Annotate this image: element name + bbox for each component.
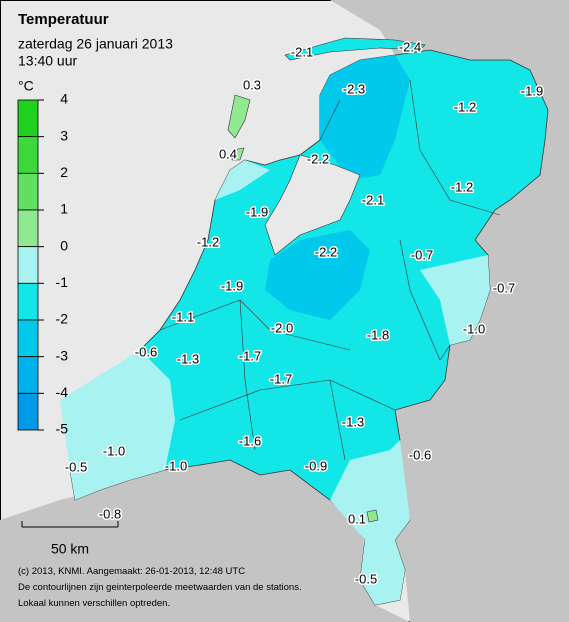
footer-line: De contourlijnen zijn geinterpoleerde me…	[18, 582, 302, 593]
legend-tick-label: -5	[56, 421, 69, 437]
station-value: 0.4	[219, 146, 237, 161]
zone-mild	[60, 350, 175, 500]
station-value: -2.2	[315, 244, 337, 259]
station-value: -2.4	[399, 39, 421, 54]
station-value: -1.0	[463, 321, 485, 336]
station-value: -0.5	[65, 459, 87, 474]
legend-band	[17, 392, 39, 431]
legend-tick-label: 0	[60, 237, 68, 253]
legend-band	[17, 136, 39, 174]
station-value: -0.6	[135, 344, 157, 359]
station-value: -1.0	[103, 443, 125, 458]
station-value: -0.8	[99, 506, 121, 521]
legend-band	[17, 99, 39, 138]
legend-band	[17, 209, 39, 248]
time: 13:40 uur	[18, 53, 77, 69]
station-value: -0.5	[355, 571, 377, 586]
station-value: -0.6	[409, 447, 431, 462]
lake	[264, 154, 361, 256]
zone-mild	[330, 440, 410, 605]
island	[227, 94, 251, 139]
station-value: -1.3	[342, 414, 364, 429]
station-value: -1.1	[172, 309, 194, 324]
zone-warm	[366, 509, 379, 523]
station-value: -1.7	[270, 371, 292, 386]
station-value: -0.9	[305, 458, 327, 473]
station-value: -2.3	[343, 81, 365, 96]
zone-mild	[420, 255, 490, 345]
station-value: -2.1	[291, 44, 313, 59]
zone-cold	[320, 55, 410, 180]
legend-tick-label: -2	[56, 311, 69, 327]
legend-tick-label: -4	[56, 384, 69, 400]
station-value: -1.8	[367, 327, 389, 342]
island	[284, 37, 426, 61]
neighbour-land	[330, 0, 569, 622]
scale-bar-label: 50 km	[51, 541, 89, 557]
station-value: -1.2	[454, 99, 476, 114]
unit: °C	[18, 78, 34, 94]
station-value: -1.2	[197, 234, 219, 249]
legend-band	[17, 246, 39, 284]
station-value: -1.7	[239, 348, 261, 363]
station-value: -1.9	[521, 83, 543, 98]
legend: 4 3 2 1 0 -1 -2 -3 -4 -5	[17, 91, 69, 437]
station-value: 0.1	[348, 511, 366, 526]
legend-tick-label: 3	[60, 127, 68, 143]
legend-tick-label: 4	[60, 91, 68, 107]
date: zaterdag 26 januari 2013	[18, 36, 173, 52]
legend-tick-label: 1	[60, 201, 68, 217]
legend-tick-label: -1	[56, 274, 69, 290]
title: Temperatuur	[18, 11, 109, 28]
station-value: -2.0	[271, 320, 293, 335]
station-value: -2.2	[307, 151, 329, 166]
legend-band	[17, 356, 39, 394]
legend-band	[17, 282, 39, 321]
station-value: 0.3	[243, 77, 261, 92]
footer-line: Lokaal kunnen verschillen optreden.	[18, 598, 170, 609]
station-value: -1.6	[239, 433, 261, 448]
neighbour-land	[0, 460, 410, 622]
legend-tick-label: 2	[60, 164, 68, 180]
station-value: -0.7	[493, 280, 515, 295]
station-value: -1.2	[451, 179, 473, 194]
station-value: -1.9	[246, 204, 268, 219]
station-value: -2.1	[362, 192, 384, 207]
province-borders	[159, 79, 501, 461]
zone-mild	[215, 160, 270, 200]
station-value: -1.3	[177, 351, 199, 366]
station-value: -1.0	[165, 458, 187, 473]
island	[231, 147, 245, 161]
legend-tick-label: -3	[56, 347, 69, 363]
footer-line: (c) 2013, KNMI. Aangemaakt: 26-01-2013, …	[18, 566, 245, 577]
zone-cold	[265, 230, 370, 320]
stations: -2.1 -2.4 0.3 -2.3 -1.2 -1.9 0.4 -2.2 -2.1 -1.2 -1…	[63, 38, 544, 588]
legend-band	[17, 319, 39, 358]
station-value: -1.9	[221, 278, 243, 293]
station-value: -0.7	[411, 247, 433, 262]
legend-band	[17, 172, 39, 211]
